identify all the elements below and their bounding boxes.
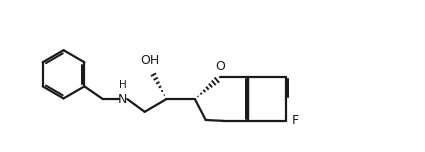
Text: O: O [215,60,225,73]
Text: OH: OH [140,54,159,67]
Text: N: N [118,93,127,106]
Text: H: H [119,80,127,90]
Text: F: F [292,114,299,127]
